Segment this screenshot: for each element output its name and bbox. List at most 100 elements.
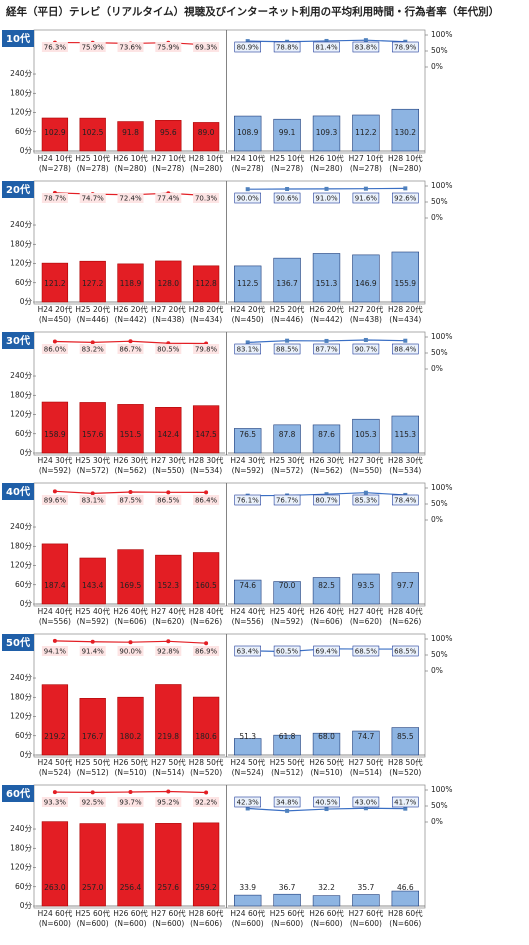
y-tick-label: 120分 (10, 561, 32, 570)
bar (273, 424, 301, 454)
rate-marker (90, 340, 95, 345)
bar-value-label: 76.5 (239, 430, 256, 439)
x-tick-sublabel: (N=278) (77, 164, 109, 173)
x-tick-label: H28 60代 (189, 908, 224, 918)
x-tick-label: H24 40代 (230, 606, 265, 616)
bar-value-label: 151.3 (316, 279, 338, 288)
bar-value-label: 46.6 (397, 883, 414, 892)
rate-label-box (313, 796, 340, 808)
bar-value-label: 74.6 (239, 581, 256, 590)
rate-label: 42.3% (237, 799, 260, 807)
y-tick-label: 180分 (10, 541, 32, 550)
rate-label: 85.3% (355, 497, 378, 505)
x-tick-label: H27 30代 (349, 455, 384, 465)
bar-value-label: 93.5 (358, 581, 375, 590)
x-tick-label: H27 10代 (151, 153, 186, 163)
x-tick-label: H27 40代 (151, 606, 186, 616)
x-tick-sublabel: (N=278) (232, 164, 264, 173)
x-tick-sublabel: (N=592) (232, 466, 264, 475)
bar-value-label: 187.4 (44, 581, 66, 590)
rate-marker (324, 38, 329, 43)
y2-tick-label: 0% (431, 817, 443, 826)
x-tick-label: H28 30代 (388, 455, 423, 465)
rate-label: 88.5% (276, 346, 299, 354)
x-tick-sublabel: (N=524) (39, 768, 71, 777)
bar (192, 552, 220, 605)
rate-label: 83.1% (237, 346, 260, 354)
bar (41, 684, 69, 756)
rate-label: 81.4% (315, 44, 338, 52)
bar (79, 823, 106, 907)
x-tick-label: H26 20代 (309, 304, 344, 314)
bar (312, 732, 341, 756)
y-tick-label: 0分 (20, 599, 33, 608)
rate-label: 68.5% (394, 648, 417, 656)
rate-label-box (313, 494, 340, 506)
rate-label: 74.7% (82, 195, 105, 203)
rate-label-box (313, 343, 340, 355)
rate-marker (245, 806, 250, 811)
bar-value-label: 155.9 (395, 279, 417, 288)
rate-label-box (352, 645, 380, 657)
rate-marker (403, 338, 408, 343)
x-tick-label: H24 60代 (38, 908, 73, 918)
y-tick-label: 0分 (20, 146, 33, 155)
x-tick-label: H28 50代 (189, 757, 224, 767)
bar-value-label: 74.7 (358, 732, 375, 741)
bar (41, 262, 69, 303)
rate-label: 75.9% (157, 44, 180, 52)
y2-tick-label: 0% (431, 515, 443, 524)
x-tick-label: H26 60代 (113, 908, 148, 918)
rate-marker (166, 789, 171, 794)
x-tick-sublabel: (N=280) (389, 164, 421, 173)
x-tick-sublabel: (N=562) (114, 466, 146, 475)
bar-value-label: 121.2 (44, 279, 66, 288)
x-tick-label: H24 10代 (230, 153, 265, 163)
bar (79, 402, 106, 454)
x-tick-label: H26 30代 (113, 455, 148, 465)
y2-tick-label: 100% (431, 30, 452, 39)
bar (234, 894, 262, 907)
bar-value-label: 128.0 (158, 279, 180, 288)
rate-marker (403, 806, 408, 811)
rate-marker (90, 790, 95, 795)
bar-value-label: 35.7 (358, 883, 375, 892)
rate-label: 91.6% (355, 195, 378, 203)
x-tick-label: H28 30代 (189, 455, 224, 465)
x-tick-label: H26 60代 (309, 908, 344, 918)
rate-marker (363, 186, 368, 191)
x-tick-sublabel: (N=556) (39, 617, 71, 626)
rate-label: 80.7% (315, 497, 338, 505)
x-tick-sublabel: (N=510) (310, 768, 342, 777)
bar (192, 265, 220, 303)
bar-value-label: 99.1 (279, 128, 296, 137)
rate-label-box (273, 645, 301, 657)
x-tick-sublabel: (N=524) (232, 768, 264, 777)
rate-label: 75.9% (82, 44, 105, 52)
x-tick-label: H25 10代 (75, 153, 110, 163)
y2-tick-label: 100% (431, 785, 452, 794)
bar-value-label: 180.6 (195, 732, 217, 741)
x-tick-sublabel: (N=626) (190, 617, 222, 626)
rate-label: 80.9% (237, 44, 260, 52)
bar-value-label: 51.3 (239, 732, 256, 741)
rate-marker (128, 640, 133, 645)
rate-marker (245, 187, 250, 192)
bar (155, 120, 182, 152)
x-tick-label: H28 60代 (388, 908, 423, 918)
y-tick-label: 60分 (15, 127, 33, 136)
panel-label: 20代 (6, 183, 30, 196)
bar-value-label: 91.8 (122, 128, 139, 137)
rate-label: 92.5% (82, 799, 105, 807)
x-tick-sublabel: (N=442) (114, 315, 146, 324)
y-tick-label: 240分 (10, 824, 32, 833)
bar-value-label: 169.5 (120, 581, 142, 590)
y2-tick-label: 50% (431, 801, 448, 810)
bar-value-label: 36.7 (279, 883, 296, 892)
rate-marker (128, 490, 133, 494)
x-tick-sublabel: (N=442) (310, 315, 342, 324)
rate-label-box (193, 42, 220, 52)
bar-value-label: 95.6 (160, 128, 177, 137)
rate-label: 70.3% (195, 195, 218, 203)
bar (352, 730, 380, 756)
